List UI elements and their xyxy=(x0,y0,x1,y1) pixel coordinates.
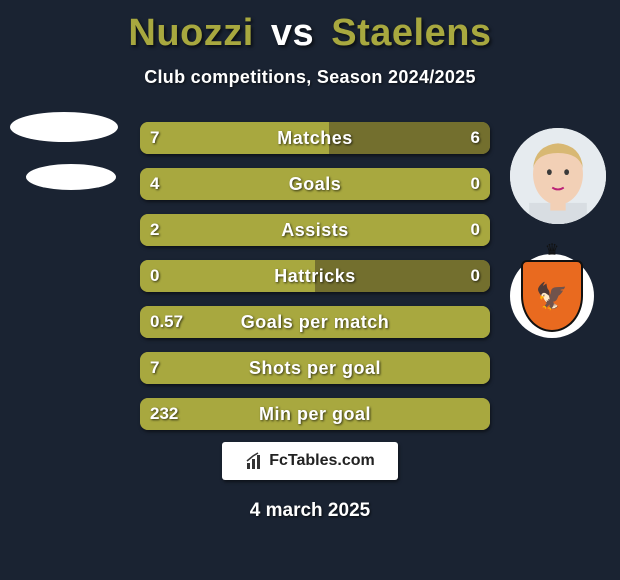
subtitle: Club competitions, Season 2024/2025 xyxy=(0,67,620,88)
comparison-title: Nuozzi vs Staelens xyxy=(0,0,620,55)
left-avatar-column xyxy=(10,112,118,220)
stat-label: Shots per goal xyxy=(140,352,490,384)
right-avatar-column: ♛ 🦅 xyxy=(510,128,606,338)
chart-icon xyxy=(245,451,265,471)
brand-badge: FcTables.com xyxy=(222,442,398,480)
player2-club-crest: ♛ 🦅 xyxy=(510,254,594,338)
stat-label: Goals xyxy=(140,168,490,200)
stat-row: 40Goals xyxy=(140,168,490,200)
stat-row: 76Matches xyxy=(140,122,490,154)
brand-text: FcTables.com xyxy=(269,452,375,470)
stat-row: 7Shots per goal xyxy=(140,352,490,384)
stat-row: 0.57Goals per match xyxy=(140,306,490,338)
eagle-icon: 🦅 xyxy=(536,281,568,312)
stat-row: 232Min per goal xyxy=(140,398,490,430)
stat-label: Hattricks xyxy=(140,260,490,292)
vs-label: vs xyxy=(271,12,314,54)
crown-icon: ♛ xyxy=(545,240,559,260)
footer-date: 4 march 2025 xyxy=(0,500,620,522)
player1-avatar-placeholder xyxy=(10,112,118,142)
stat-row: 20Assists xyxy=(140,214,490,246)
stat-label: Matches xyxy=(140,122,490,154)
stat-row: 00Hattricks xyxy=(140,260,490,292)
crest-shield: 🦅 xyxy=(521,260,583,332)
player2-name: Staelens xyxy=(331,12,491,54)
player2-avatar xyxy=(510,128,606,224)
player1-club-placeholder xyxy=(26,164,116,190)
player1-name: Nuozzi xyxy=(128,12,253,54)
player-face-icon xyxy=(510,128,606,224)
stat-label: Goals per match xyxy=(140,306,490,338)
stat-label: Min per goal xyxy=(140,398,490,430)
comparison-bars: 76Matches 40Goals 20Assists 00Hattricks 0.57… xyxy=(140,122,490,444)
stat-label: Assists xyxy=(140,214,490,246)
